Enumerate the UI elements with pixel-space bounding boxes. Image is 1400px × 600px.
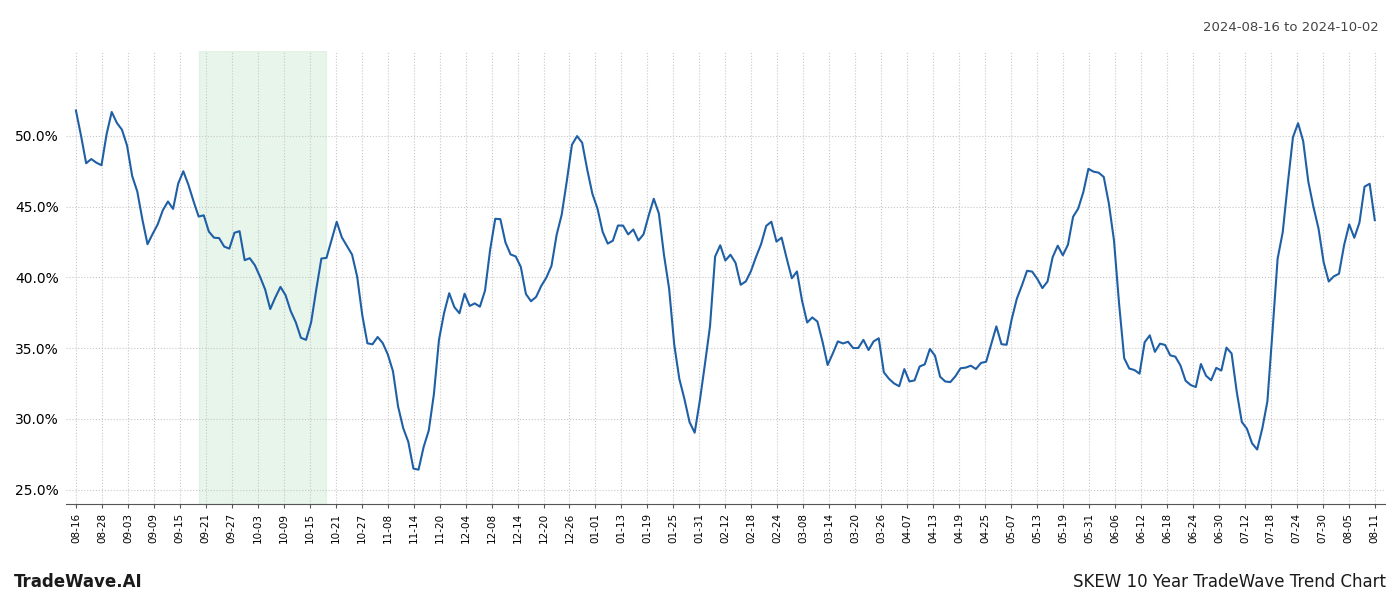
Text: 2024-08-16 to 2024-10-02: 2024-08-16 to 2024-10-02: [1203, 21, 1379, 34]
Bar: [199, 51, 326, 504]
Text: SKEW 10 Year TradeWave Trend Chart: SKEW 10 Year TradeWave Trend Chart: [1072, 573, 1386, 591]
Text: TradeWave.AI: TradeWave.AI: [14, 573, 143, 591]
